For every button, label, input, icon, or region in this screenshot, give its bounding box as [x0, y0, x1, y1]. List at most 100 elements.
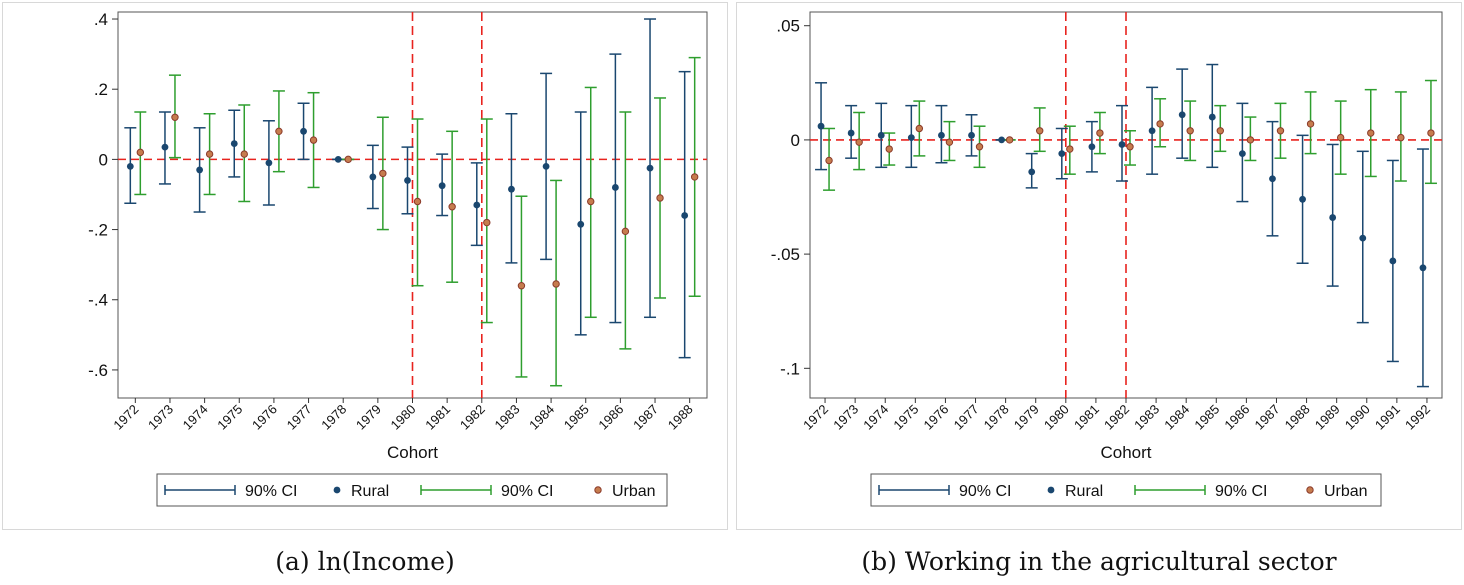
legend-label-rural-ci: 90% CI [959, 483, 1011, 500]
rural-point [1148, 127, 1156, 135]
rural-point [300, 127, 307, 135]
rural-point [681, 212, 689, 219]
y-tick-label: -.1 [780, 359, 800, 378]
urban-point [915, 124, 924, 133]
y-tick-label: 0 [791, 131, 800, 150]
rural-point [438, 182, 446, 190]
rural-point [196, 166, 204, 174]
rural-point [1088, 143, 1096, 151]
rural-point [126, 163, 134, 170]
rural-point [542, 163, 550, 170]
rural-point [1058, 150, 1066, 158]
legend-rural-marker [1047, 486, 1055, 494]
urban-point [171, 113, 179, 121]
urban-point [1397, 133, 1405, 142]
urban-point [275, 127, 283, 136]
y-tick-label: -.2 [88, 221, 108, 240]
urban-point [483, 218, 491, 227]
urban-point [1216, 127, 1224, 135]
rural-point [1028, 168, 1036, 176]
urban-point [587, 197, 595, 206]
urban-point [240, 150, 248, 158]
rural-point [1359, 234, 1367, 242]
rural-point [577, 220, 585, 228]
rural-point [369, 173, 377, 181]
y-tick-label: 0 [99, 150, 108, 169]
legend-label-urban-ci: 90% CI [501, 483, 553, 500]
y-tick-label: -.6 [88, 361, 108, 380]
urban-point [1096, 129, 1104, 137]
x-axis-title: Cohort [1100, 443, 1151, 462]
urban-point [1005, 136, 1014, 144]
urban-point [379, 169, 387, 178]
legend: 90% CI Rural 90% CI Urban [870, 473, 1382, 507]
rural-point [334, 155, 342, 163]
legend: 90% CI Rural 90% CI Urban [156, 473, 668, 507]
rural-point [1299, 195, 1306, 203]
urban-point [825, 156, 833, 165]
y-tick-label: .2 [94, 80, 108, 99]
rural-point [473, 201, 481, 209]
rural-point [968, 131, 975, 139]
rural-point [877, 131, 885, 139]
x-axis-title: Cohort [387, 443, 438, 462]
urban-point [690, 173, 699, 181]
legend-urban-marker [594, 486, 602, 494]
urban-point [413, 197, 422, 206]
urban-point [205, 150, 214, 158]
chart-panel-agriculture: .05 0 -.05 -.1 1972 1973 1974 1975 1976 1977 1978 1… [734, 0, 1464, 585]
rural-point [646, 164, 654, 172]
rural-point [404, 177, 411, 184]
rural-point [998, 136, 1006, 144]
urban-point [945, 138, 954, 146]
legend-box [870, 473, 1382, 507]
legend-label-urban: Urban [1324, 483, 1368, 500]
y-tick-label: -.4 [88, 291, 108, 310]
urban-point [344, 155, 352, 164]
legend-urban-marker [1306, 486, 1314, 494]
urban-point [1246, 136, 1255, 144]
rural-point [1269, 175, 1276, 183]
rural-point [817, 122, 825, 130]
rural-point [1178, 111, 1186, 119]
legend-label-rural: Rural [351, 483, 389, 500]
legend-label-rural-ci: 90% CI [245, 483, 297, 500]
urban-point [517, 282, 526, 290]
urban-point [136, 148, 145, 157]
urban-point [1336, 133, 1345, 142]
legend-label-rural: Rural [1065, 483, 1103, 500]
rural-point [1389, 257, 1397, 265]
urban-point [1126, 143, 1134, 151]
urban-point [1186, 127, 1194, 135]
urban-point [1427, 129, 1435, 137]
urban-point [1036, 127, 1044, 135]
rural-point [1329, 214, 1337, 221]
rural-point [161, 143, 169, 151]
rural-point [230, 140, 238, 147]
urban-point [552, 280, 560, 288]
rural-point [907, 134, 915, 142]
rural-point [1118, 141, 1126, 148]
urban-point [448, 203, 456, 211]
rural-point [1238, 150, 1246, 158]
rural-point [611, 184, 619, 191]
urban-point [656, 194, 664, 202]
rural-point [508, 185, 515, 193]
rural-point [1208, 113, 1216, 121]
urban-point [1156, 120, 1164, 128]
urban-point [621, 227, 630, 236]
urban-point [309, 136, 318, 144]
legend-label-urban-ci: 90% CI [1215, 483, 1267, 500]
rural-point [938, 131, 945, 139]
urban-point [975, 143, 984, 151]
caption-income: (a) ln(Income) [275, 547, 455, 576]
urban-point [1276, 127, 1285, 135]
rural-point [1419, 264, 1427, 272]
caption-agriculture: (b) Working in the agricultural sector [861, 547, 1337, 576]
y-tick-label: .4 [94, 10, 108, 29]
legend-box [156, 473, 668, 507]
urban-point [1306, 120, 1315, 128]
chart-panel-income: .4.2 0 -.2 -.4 -.6 1972 1973 1974 1975 1976 1977 19… [0, 0, 730, 585]
